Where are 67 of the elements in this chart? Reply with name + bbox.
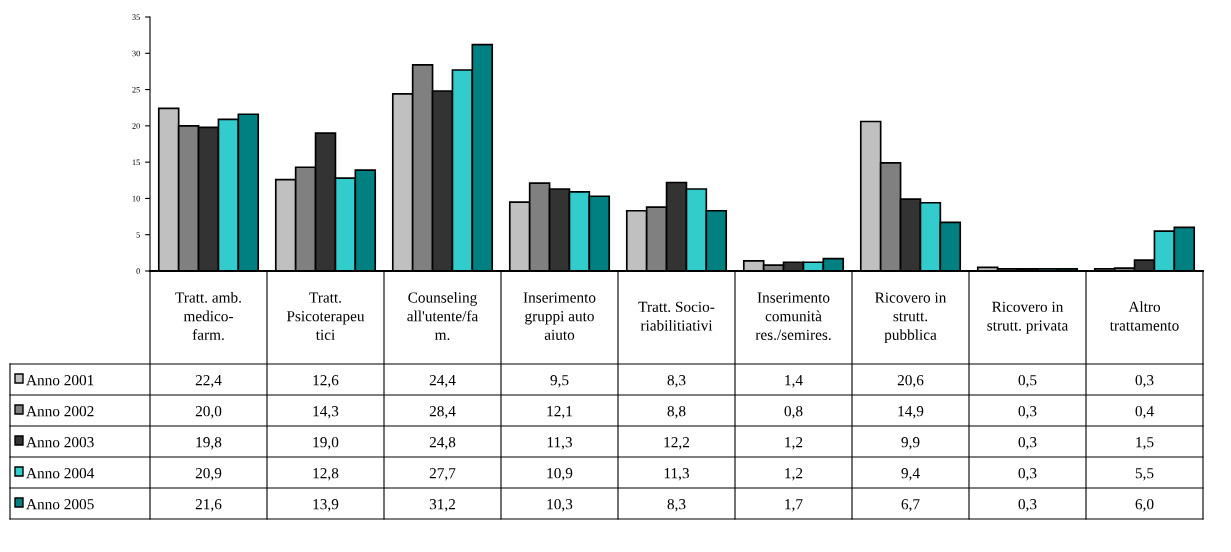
data-label: 6,7 [901,499,920,512]
y-tick-label: 10 [132,195,140,202]
data-label: 31,2 [429,499,456,512]
y-tick-label: 0 [136,268,140,274]
data-label: 0,3 [1018,437,1037,450]
data-label: 9,5 [550,375,569,388]
x-tick-label: Inserimento comunità res./semires. [755,292,831,341]
y-tick-label: 35 [132,14,140,20]
x-tick-label: Inserimento gruppi auto aiuto [523,292,596,340]
data-label: 12,8 [313,468,339,481]
y-tick-label: 25 [132,86,140,93]
data-label: 8,3 [667,375,686,388]
data-label: 11,3 [664,468,689,481]
data-label: 19,0 [313,437,339,450]
legend-label: Anno 2001 [26,375,94,386]
data-label: 1,4 [785,375,803,388]
data-label: 20,6 [897,375,924,388]
data-label: 27,7 [429,468,456,481]
y-tick-label: 30 [132,50,140,57]
data-label: 12,6 [313,375,339,388]
data-label: 14,3 [313,406,339,419]
data-label: 8,3 [667,499,686,512]
x-tick-label: Altro trattamento [1109,301,1179,331]
data-label: 13,9 [313,499,339,512]
data-label: 9,9 [901,437,920,450]
data-label: 0,4 [1135,406,1154,419]
data-label: 0,3 [1135,375,1154,388]
data-label: 20,0 [195,406,222,419]
data-label: 11,3 [547,437,572,450]
data-label: 0,3 [1018,499,1037,512]
data-label: 1,2 [785,437,803,450]
data-label: 0,5 [1018,375,1037,388]
data-label: 21,6 [195,499,222,512]
data-label: 5,5 [1135,468,1154,481]
data-label: 0,3 [1018,406,1037,419]
x-tick-label: Ricovero in strutt. pubblica [875,292,947,344]
y-tick-label: 5 [136,232,140,238]
legend-label: Anno 2005 [26,499,94,510]
x-tick-label: Tratt. Socio- riabilitiativi [638,301,715,331]
data-label: 28,4 [429,406,456,419]
data-label: 19,8 [196,437,222,450]
data-label: 9,4 [901,468,920,481]
x-tick-label: Counseling all'utente/fa m. [407,291,479,341]
data-label: 10,9 [547,468,573,481]
legend-label: Anno 2004 [26,468,95,479]
y-tick-label: 20 [132,123,140,129]
x-tick-label: Tratt. Psicoterapeu tici [286,292,365,340]
data-label: 24,4 [429,375,456,388]
data-label: 6,0 [1135,499,1154,512]
data-label: 24,8 [429,437,456,450]
y-tick-label: 15 [132,159,140,166]
data-label: 22,4 [195,375,222,388]
data-label: 1,7 [785,499,803,512]
data-label: 12,2 [664,437,690,450]
data-label: 10,3 [547,499,573,512]
legend-label: Anno 2003 [26,437,94,448]
x-tick-label: Tratt. amb. medico- farm. [175,291,241,341]
data-label: 1,5 [1136,437,1154,450]
data-label: 1,2 [785,468,803,481]
data-label: 20,9 [195,468,222,481]
data-label: 0,8 [784,406,803,419]
data-label: 8,8 [667,406,686,419]
data-label: 12,1 [547,406,572,419]
legend-label: Anno 2002 [26,406,94,417]
data-label: 0,3 [1018,468,1037,481]
data-label: 14,9 [898,406,924,419]
x-tick-label: Ricovero in strutt. privata [987,301,1069,334]
